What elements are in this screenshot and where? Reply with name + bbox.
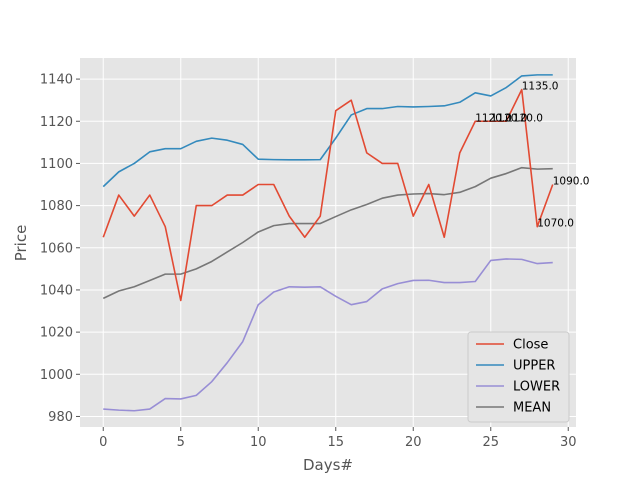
series-line-upper [102,74,553,188]
x-tick-label: 20 [405,435,422,450]
series-line-close [102,88,554,302]
x-tick-label: 0 [99,435,107,450]
data-annotation: 1120.0 [506,112,543,124]
x-axis-label: Days# [303,456,353,474]
legend-label-close: Close [513,338,548,353]
y-tick-label: 1120 [40,115,73,130]
series-line-lower [103,258,553,412]
x-tick-label: 10 [250,435,267,450]
series-lines [102,74,554,412]
data-annotation: 1120.0 [475,112,512,124]
y-tick-label: 1000 [40,368,73,383]
legend-label-mean: MEAN [513,401,551,416]
y-tick-label: 1060 [40,241,73,256]
legend: Close UPPER LOWER MEAN [467,331,570,423]
x-tick-label: 30 [560,435,577,450]
x-axis-ticks: 0 5 10 15 20 25 30 [99,427,577,450]
y-axis-label: Price [12,225,30,262]
data-annotation: 1120.0 [491,112,528,124]
x-tick-label: 25 [482,435,499,450]
y-tick-label: 1080 [40,199,73,214]
y-tick-label: 1020 [40,326,73,341]
series-line-mean [102,166,553,300]
data-annotation: 1135.0 [522,81,559,93]
y-tick-label: 980 [48,410,73,425]
data-annotation: 1070.0 [537,218,574,230]
x-tick-label: 5 [177,435,185,450]
y-tick-label: 1140 [40,73,73,88]
legend-label-upper: UPPER [513,359,555,374]
legend-label-lower: LOWER [513,380,560,395]
y-axis-ticks: 980 1000 1020 1040 1060 1080 1100 1120 1140 [40,73,80,425]
y-tick-label: 1040 [40,283,73,298]
x-tick-label: 15 [327,435,344,450]
y-tick-label: 1100 [40,157,73,172]
data-annotation: 1090.0 [553,176,590,188]
legend-box [467,331,570,423]
